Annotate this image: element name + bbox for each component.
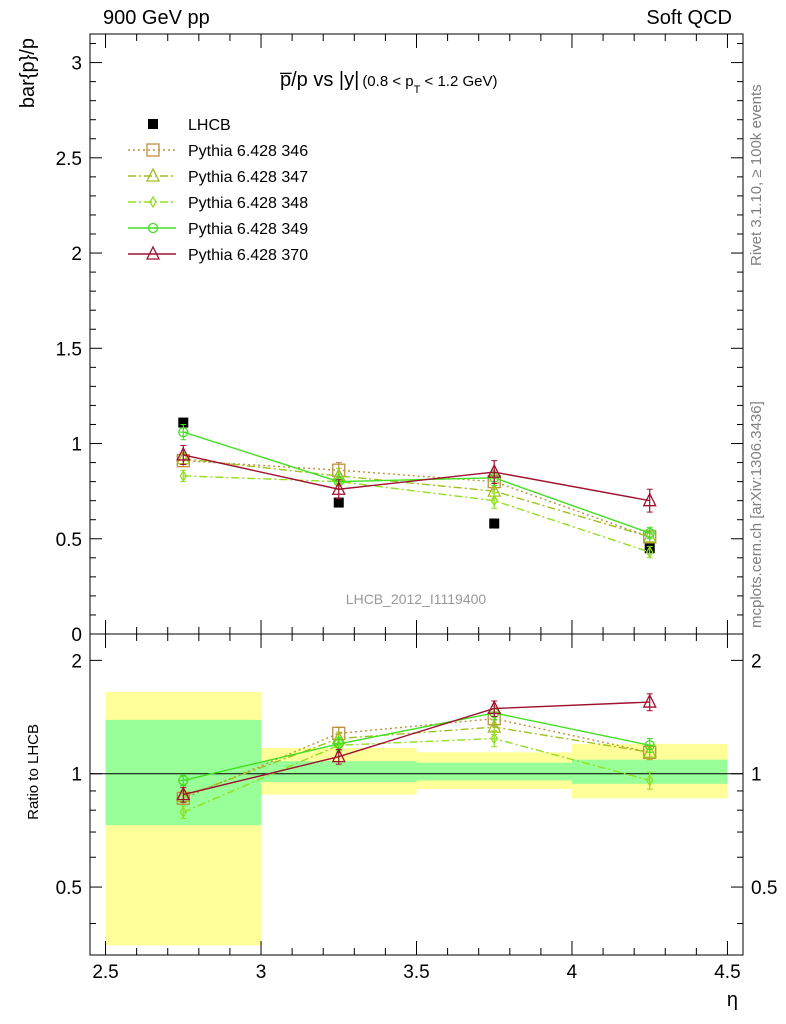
- main-series-0-point: [333, 497, 344, 508]
- main-series-5-point: [642, 492, 657, 507]
- main-ylabel: bar{p}/p: [17, 38, 39, 108]
- main-ytick-label: 3: [71, 54, 82, 75]
- xtick-label: 3: [256, 962, 267, 983]
- legend-label-5: Pythia 6.428 370: [188, 247, 308, 264]
- legend-label-2: Pythia 6.428 347: [188, 169, 308, 186]
- main-series: [176, 417, 657, 559]
- xtick-label: 4.5: [714, 962, 740, 983]
- legend-label-1: Pythia 6.428 346: [188, 143, 308, 160]
- legend-marker-5: [145, 245, 161, 260]
- ratio-series-2-line: [183, 737, 650, 813]
- ratio-ytick-label: 1: [71, 765, 82, 786]
- legend-label-0: LHCB: [188, 117, 231, 134]
- main-series-3-point: [179, 469, 188, 483]
- ratio-series-3-line: [183, 712, 650, 782]
- ratio-ytick-label: 0.5: [56, 878, 82, 899]
- legend-marker-1: [146, 143, 160, 157]
- header-left: 900 GeV pp: [103, 7, 210, 29]
- main-ytick-label: 0.5: [56, 530, 82, 551]
- main-series-3-point: [645, 545, 654, 559]
- ratio-series-1-point: [642, 743, 657, 758]
- ratio-series-4-line: [183, 701, 650, 796]
- plot-title-sub-sub: T: [414, 84, 421, 96]
- plot-title-sub-close: < 1.2 GeV): [420, 73, 497, 90]
- main-ytick-label: 2: [71, 244, 82, 265]
- main-ytick-label: 1.5: [56, 339, 82, 360]
- ratio-series-4-point: [176, 786, 191, 801]
- ratio-ytick-label: 2: [71, 651, 82, 672]
- inner-band-2: [416, 762, 572, 781]
- ratio-series-2-point: [490, 732, 498, 745]
- watermark: LHCB_2012_I1119400: [346, 591, 487, 607]
- main-ytick-label: 2.5: [56, 149, 82, 170]
- ratio-series-4-point: [331, 748, 346, 763]
- ratio-ytick-label-right: 1: [751, 765, 762, 786]
- ratio-series-0-line: [183, 717, 650, 800]
- main-ytick-label: 0: [71, 625, 82, 646]
- xtick-label: 4: [567, 962, 578, 983]
- ratio-series-2-point: [179, 805, 188, 819]
- legend-label-3: Pythia 6.428 348: [188, 195, 308, 212]
- legend: LHCB Pythia 6.428 346 Pythia 6.428 347 Pyth…: [128, 117, 308, 264]
- axes: 0 0.5 1 1.5 2 2.5 3 2.5 3 3.5 4 4.5 0.5 0.5 1 1 2 2: [56, 33, 777, 983]
- header-right: Soft QCD: [646, 7, 732, 29]
- main-series-0-point: [178, 417, 189, 428]
- legend-label-4: Pythia 6.428 349: [188, 221, 308, 238]
- xtick-label: 2.5: [92, 962, 118, 983]
- main-series-1-line: [183, 459, 650, 538]
- plot-title: p̅/p vs |y| (0.8 < pT < 1.2 GeV): [280, 69, 498, 96]
- ratio-ytick-label-right: 2: [751, 651, 762, 672]
- main-series-3-point: [490, 494, 498, 507]
- ratio-series: [176, 693, 657, 820]
- x-axis-label: η: [727, 989, 738, 1011]
- main-series-5-point: [487, 463, 502, 478]
- main-series-5-point: [331, 480, 346, 495]
- plot-title-sub-open: (0.8 < p: [362, 73, 413, 90]
- plot-title-main: p̅/p vs |y|: [280, 69, 359, 91]
- main-series-5-point: [176, 446, 191, 461]
- legend-marker-2: [145, 167, 161, 182]
- xtick-label: 3.5: [403, 962, 429, 983]
- main-series-5-line: [183, 454, 650, 502]
- ratio-series-2-point: [645, 774, 654, 787]
- ratio-series-4-point: [642, 693, 657, 708]
- legend-marker-3: [149, 195, 157, 209]
- ratio-ylabel: Ratio to LHCB: [25, 724, 42, 820]
- legend-marker-0: [148, 119, 158, 129]
- main-series-0-point: [489, 518, 500, 529]
- ratio-ytick-label-right: 0.5: [751, 878, 777, 899]
- main-ytick-label: 1: [71, 435, 82, 456]
- ratio-series-4-point: [487, 700, 502, 715]
- main-series-4-line: [183, 431, 650, 534]
- ratio-bands: [105, 691, 728, 946]
